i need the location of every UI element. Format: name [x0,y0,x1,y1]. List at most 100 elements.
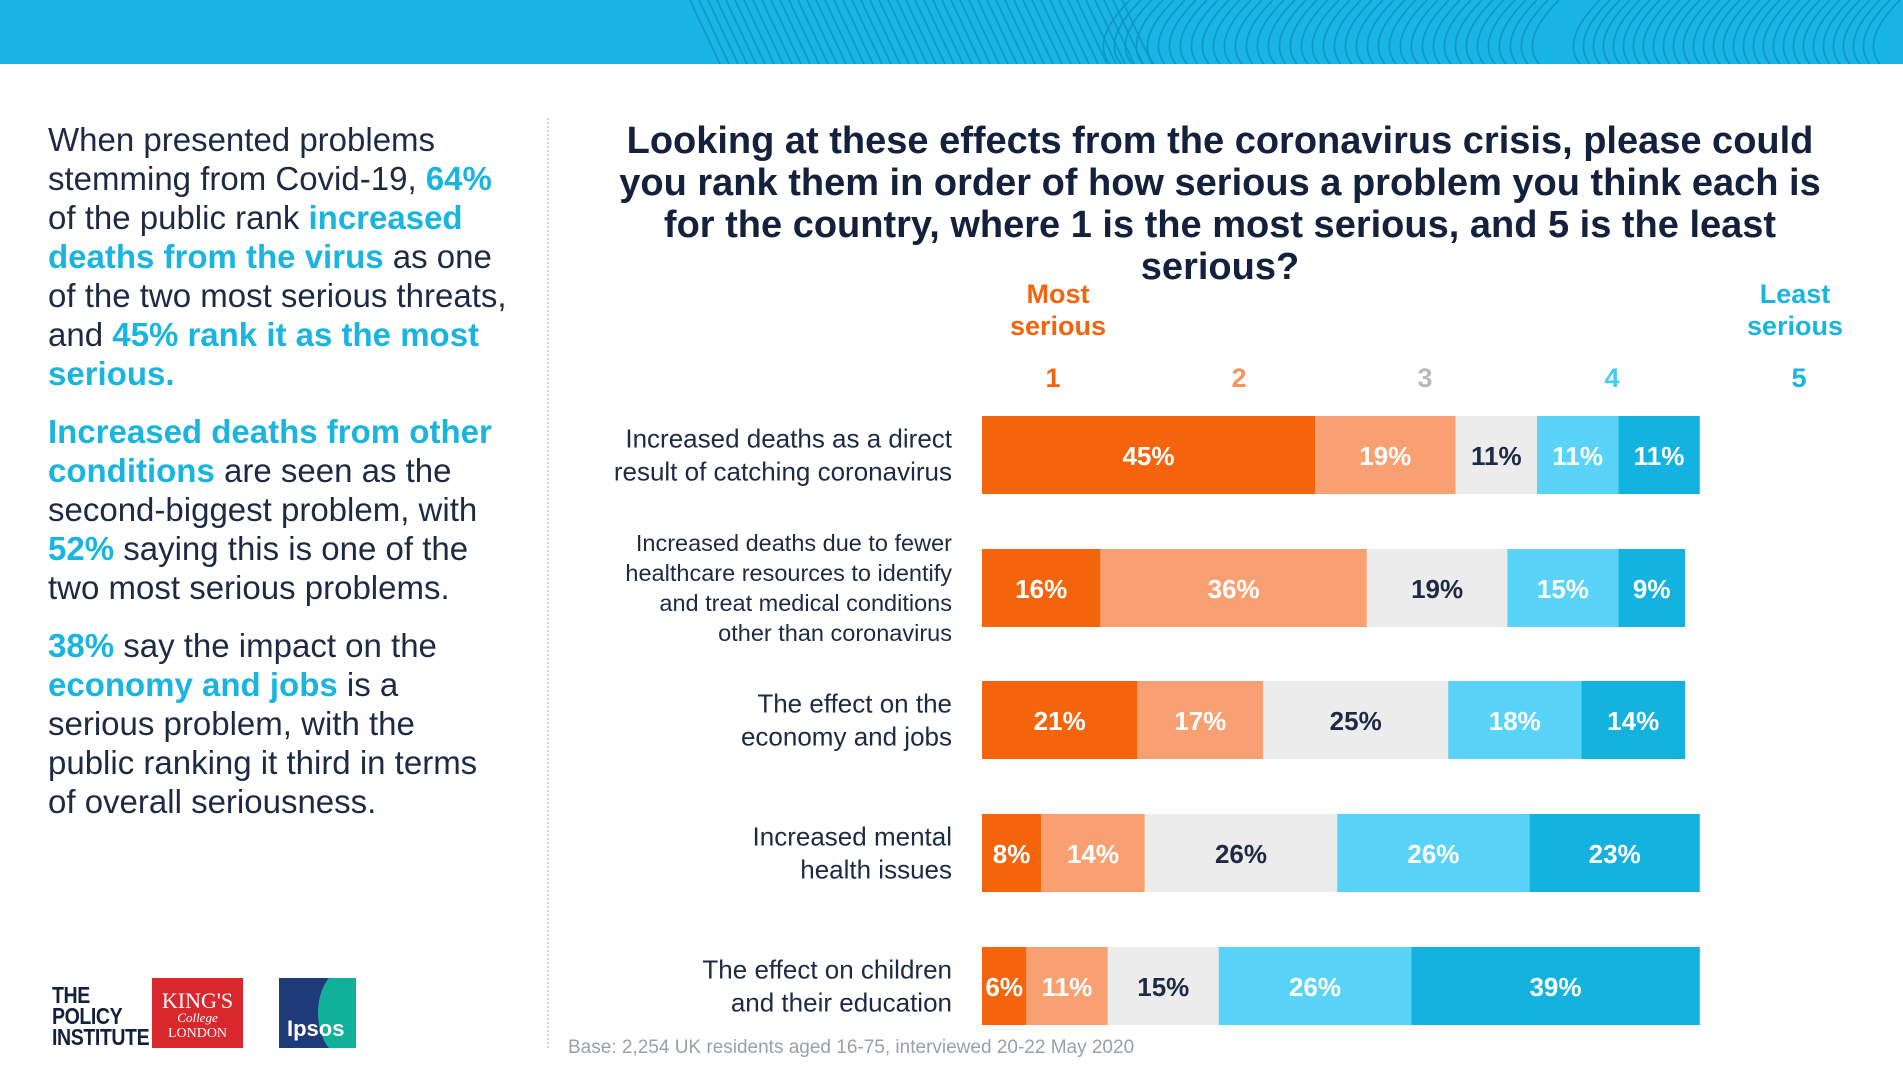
scale-label-most: Most serious [1009,279,1107,341]
banner-line [1852,0,1881,64]
data-label: 45% [1122,441,1174,471]
rank-label-5: 5 [1791,363,1807,393]
category-label: Increased deaths due to fewer [636,530,952,556]
bar-segment-rank-2 [1137,681,1264,759]
category-label: economy and jobs [741,722,952,752]
banner-line [1278,0,1307,64]
banner-line [1742,0,1771,64]
bar-segment-rank-1 [982,947,1027,1025]
ipsos-logo-shape [318,978,356,1048]
banner-line [833,0,865,64]
banner-line [1135,0,1164,64]
banner-line [707,0,739,64]
banner-line [1168,0,1197,64]
banner-line [1388,0,1417,64]
banner-line [1498,0,1527,64]
banner-line [1190,0,1219,64]
banner-line [1212,0,1241,64]
category-label: other than coronavirus [718,620,952,646]
banner-line [788,0,820,64]
banner-line [1179,0,1208,64]
column-divider [547,118,549,1048]
ipsos-logo: Ipsos [279,978,356,1048]
summary-text-run: of the public rank [48,199,309,236]
banner-pattern [689,0,1901,64]
bar-segment-rank-5 [1581,681,1685,759]
banner-line [1662,0,1691,64]
bar-segment-rank-3 [1455,416,1537,494]
banner-line [1102,0,1131,64]
banner-line [1692,0,1721,64]
banner-line [878,0,910,64]
rank-label-4: 4 [1604,363,1620,393]
highlight-text: economy and jobs [48,666,338,703]
logo-text: College [177,1010,218,1025]
logo-text: POLICY [52,1003,123,1029]
banner-line [1682,0,1711,64]
banner-line [1049,0,1081,64]
banner-line [1520,0,1549,64]
category-label: healthcare resources to identify [625,560,952,586]
banner-line [1772,0,1801,64]
banner-line [1476,0,1505,64]
bar-segment-rank-2 [1026,947,1108,1025]
banner-line [1572,0,1601,64]
banner-line [1399,0,1428,64]
banner-line [941,0,973,64]
header-banner [0,0,1903,64]
data-label: 26% [1289,972,1341,1002]
summary-text: When presented problems stemming from Co… [48,120,508,840]
banner-line [851,0,883,64]
category-label: The effect on the [757,689,952,719]
banner-line [779,0,811,64]
banner-line [1377,0,1406,64]
banner-line [923,0,955,64]
banner-line [1822,0,1851,64]
banner-line [1612,0,1641,64]
banner-line [1509,0,1538,64]
rank-label-2: 2 [1231,363,1247,393]
banner-line [743,0,775,64]
data-label: 11% [1471,441,1522,471]
banner-line [1004,0,1036,64]
banner-line [1322,0,1351,64]
banner-line [1289,0,1318,64]
logo-text: THE [52,982,90,1008]
banner-line [1862,0,1891,64]
rank-label-3: 3 [1417,363,1433,393]
bar-segment-rank-4 [1537,416,1619,494]
banner-line [1752,0,1781,64]
banner-line [1256,0,1285,64]
banner-line [932,0,964,64]
banner-line [1487,0,1516,64]
highlight-text: 45% rank it as the most serious. [48,316,480,392]
banner-line [1311,0,1340,64]
banner-line [824,0,856,64]
banner-line [1672,0,1701,64]
banner-line [689,0,721,64]
banner-line [1702,0,1731,64]
banner-line [1157,0,1186,64]
banner-line [1762,0,1791,64]
banner-line [1333,0,1362,64]
banner-line [725,0,757,64]
bar-segment-rank-1 [982,416,1315,494]
highlight-text: Increased deaths from other conditions [48,413,492,489]
banner-line [770,0,802,64]
banner-line [1366,0,1395,64]
banner-line [1223,0,1252,64]
banner-line [1103,0,1135,64]
banner-line [1465,0,1494,64]
banner-line [1642,0,1671,64]
kings-college-logo: KING'S College LONDON [152,978,243,1048]
category-label: Increased deaths as a direct [625,424,952,454]
bar-segment-rank-5 [1411,947,1700,1025]
banner-line [1201,0,1230,64]
highlight-text: increased deaths from the virus [48,199,463,275]
banner-line [959,0,991,64]
banner-line [797,0,829,64]
data-label: 6% [985,972,1023,1002]
banner-line [914,0,946,64]
banner-line [698,0,730,64]
banner-line [968,0,1000,64]
